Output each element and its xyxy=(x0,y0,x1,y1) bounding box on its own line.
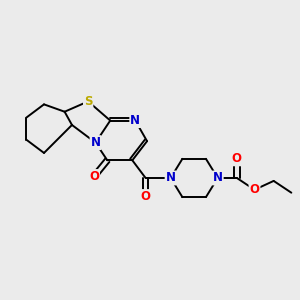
Text: O: O xyxy=(141,190,151,203)
Text: N: N xyxy=(166,172,176,184)
Text: O: O xyxy=(89,170,99,183)
Text: N: N xyxy=(130,114,140,127)
Text: N: N xyxy=(91,136,100,149)
Text: O: O xyxy=(250,183,260,196)
Text: O: O xyxy=(232,152,242,165)
Text: N: N xyxy=(213,172,223,184)
Text: S: S xyxy=(84,95,92,108)
